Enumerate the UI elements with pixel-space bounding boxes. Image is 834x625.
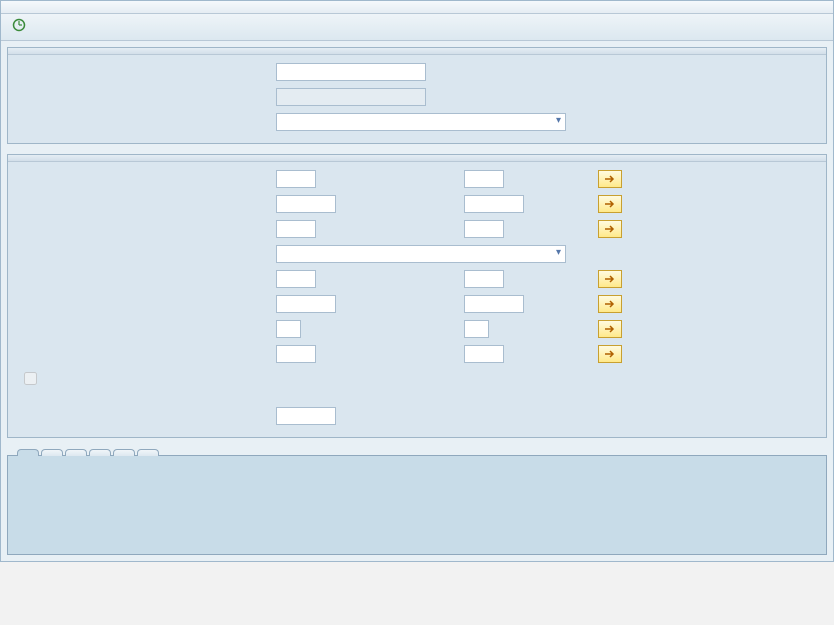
scomp-more-button[interactable] [598,345,622,363]
scomp-from-input[interactable] [276,345,316,363]
scomp-to-input[interactable] [464,345,504,363]
title-bar [1,1,833,14]
sutype-from-input[interactable] [276,320,301,338]
settlement-id-input[interactable] [276,63,426,81]
su-to-input[interactable] [464,295,524,313]
company-code-to-input[interactable] [464,170,504,188]
sutype-more-button[interactable] [598,320,622,338]
settlement-method-dropdown[interactable] [276,113,566,131]
tab-memo[interactable] [137,449,159,456]
title-input [276,88,426,106]
su-from-input[interactable] [276,295,336,313]
sck-more-button[interactable] [598,220,622,238]
scg-to-input[interactable] [464,270,504,288]
scg-from-input[interactable] [276,270,316,288]
tab-data-medium-exchange[interactable] [113,449,135,456]
execute-icon[interactable] [9,18,29,36]
tab-adjustmnt[interactable] [89,449,111,456]
group-settlement-id-title [8,48,826,55]
sutype-to-input[interactable] [464,320,489,338]
company-code-more-button[interactable] [598,170,622,188]
tabstrip [7,449,827,456]
site-to-input[interactable] [464,195,524,213]
group-settlement-id [7,47,827,144]
only-select-checkbox [24,372,37,385]
tab-accounting[interactable] [41,449,63,456]
settle-to-input[interactable] [276,407,336,425]
tab-other-parameters[interactable] [65,449,87,456]
scg-more-button[interactable] [598,270,622,288]
tab-settlement-steps[interactable] [17,449,39,456]
tabstrip-container [7,448,827,555]
sck-from-input[interactable] [276,220,316,238]
toolbar [1,14,833,41]
group-su-selection-title [8,155,826,162]
site-from-input[interactable] [276,195,336,213]
app-window [0,0,834,562]
company-code-from-input[interactable] [276,170,316,188]
group-su-selection [7,154,827,438]
tab-panel [7,455,827,555]
site-more-button[interactable] [598,195,622,213]
su-more-button[interactable] [598,295,622,313]
sck-to-input[interactable] [464,220,504,238]
category-dropdown[interactable] [276,245,566,263]
